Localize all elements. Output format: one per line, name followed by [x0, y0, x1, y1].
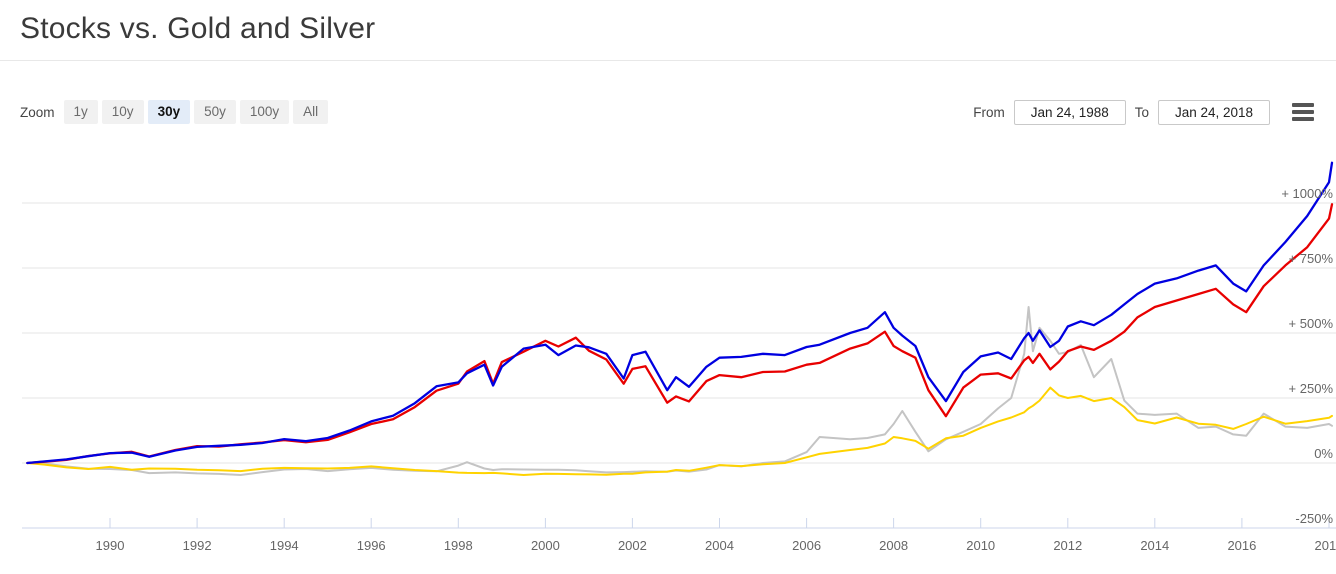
x-tick-label: 2012: [1053, 538, 1082, 553]
x-tick-label: 1994: [270, 538, 299, 553]
y-tick-label: + 500%: [1289, 316, 1334, 331]
grid-lines: [22, 202, 1336, 529]
x-tick-label: 2010: [966, 538, 995, 553]
zoom-button-group: 1y 10y 30y 50y 100y All: [63, 100, 333, 124]
series-line-silver: [26, 306, 1333, 476]
zoom-label: Zoom: [20, 104, 55, 120]
series-line-stocks-blue: [26, 161, 1334, 465]
x-tick-label: 1990: [96, 538, 125, 553]
to-date-input[interactable]: [1158, 99, 1270, 125]
chart-menu-button[interactable]: [1290, 97, 1316, 127]
x-tick-label: 1998: [444, 538, 473, 553]
zoom-button-10y[interactable]: 10y: [101, 100, 144, 124]
chart-plot-area[interactable]: + 1000% + 750% + 500% + 250% 0% -250% 1990 1992…: [0, 140, 1336, 574]
from-label: From: [973, 104, 1005, 120]
series-lines: [26, 161, 1334, 476]
zoom-button-50y[interactable]: 50y: [194, 100, 236, 124]
series-line-stocks-red: [26, 203, 1334, 465]
x-tick-label: 2006: [792, 538, 821, 553]
x-tick-label: 2016: [1227, 538, 1256, 553]
header-divider: [0, 60, 1336, 61]
zoom-button-1y[interactable]: 1y: [63, 100, 98, 124]
hamburger-icon: [1292, 103, 1314, 121]
y-axis-labels: + 1000% + 750% + 500% + 250% 0% -250%: [1281, 186, 1333, 526]
zoom-button-all[interactable]: All: [293, 100, 329, 124]
x-axis-ticks: [109, 518, 1330, 529]
x-tick-label: 2002: [618, 538, 647, 553]
y-tick-label: + 250%: [1289, 381, 1334, 396]
y-tick-label: + 750%: [1289, 251, 1334, 266]
page-title: Stocks vs. Gold and Silver: [20, 12, 376, 45]
x-tick-label: 2018: [1315, 538, 1336, 553]
x-tick-label: 2000: [531, 538, 560, 553]
x-tick-label: 2014: [1140, 538, 1169, 553]
y-tick-label: -250%: [1295, 511, 1333, 526]
zoom-button-30y[interactable]: 30y: [147, 100, 191, 124]
to-label: To: [1134, 104, 1149, 120]
x-axis-labels: 1990 1992 1994 1996 1998 2000 2002 2004 2006 2008…: [96, 538, 1336, 553]
from-date-input[interactable]: [1013, 99, 1126, 125]
x-tick-label: 2004: [705, 538, 734, 553]
x-tick-label: 2008: [879, 538, 908, 553]
series-line-gold: [26, 386, 1333, 476]
zoom-button-100y[interactable]: 100y: [239, 100, 290, 124]
y-tick-label: + 1000%: [1281, 186, 1333, 201]
y-tick-label: 0%: [1314, 446, 1333, 461]
x-tick-label: 1992: [183, 538, 212, 553]
x-tick-label: 1996: [357, 538, 386, 553]
